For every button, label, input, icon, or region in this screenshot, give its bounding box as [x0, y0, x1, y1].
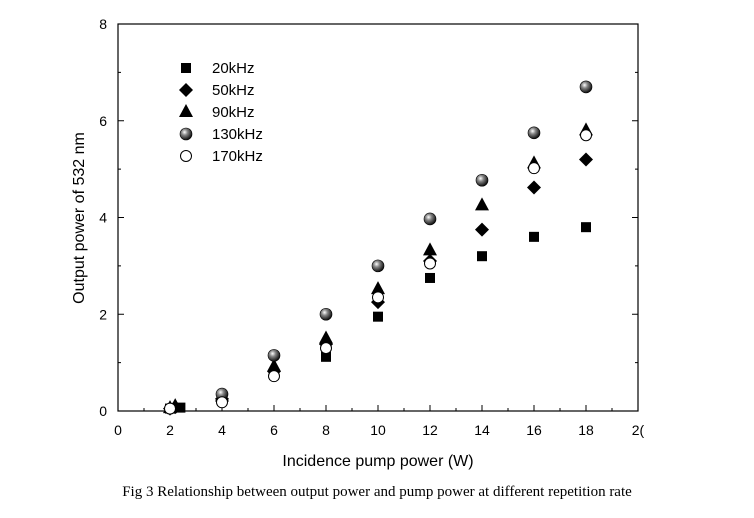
data-point-170kHz [372, 291, 384, 304]
data-point-20kHz [321, 351, 331, 362]
data-point-20kHz [373, 311, 383, 322]
x-tick-label: 12 [422, 422, 438, 438]
x-tick-label: 16 [526, 422, 542, 438]
legend-marker [179, 104, 193, 117]
data-point-90kHz [267, 358, 281, 372]
data-point-170kHz [268, 370, 280, 383]
data-point-20kHz [477, 251, 487, 262]
plot-frame [117, 23, 639, 412]
legend-label: 170kHz [212, 148, 263, 165]
x-tick-label: 6 [270, 422, 278, 438]
x-tick-label: 2( [632, 422, 645, 438]
data-point-20kHz [529, 231, 539, 242]
y-tick-label: 0 [99, 403, 107, 419]
x-tick-label: 2 [166, 422, 174, 438]
x-axis-title: Incidence pump power (W) [282, 453, 473, 470]
legend-label: 50kHz [212, 82, 255, 99]
data-point-130kHz [319, 307, 333, 321]
data-point-50kHz [475, 222, 489, 237]
x-tick-label: 0 [114, 422, 122, 438]
data-point-130kHz [371, 259, 385, 273]
data-point-170kHz [580, 129, 592, 142]
x-tick-label: 4 [218, 422, 226, 438]
data-point-90kHz [423, 242, 437, 256]
data-point-130kHz [267, 349, 281, 362]
data-point-50kHz [579, 152, 593, 167]
figure-caption: Fig 3 Relationship between output power … [122, 484, 632, 500]
data-point-130kHz [475, 173, 489, 187]
data-point-20kHz [581, 222, 591, 233]
x-tick-label: 10 [370, 422, 386, 438]
y-tick-label: 6 [99, 113, 107, 129]
data-point-170kHz [164, 402, 176, 415]
x-tick-label: 18 [578, 422, 594, 438]
legend-marker [179, 83, 193, 97]
y-tick-label: 2 [99, 306, 107, 322]
x-tick-label: 14 [474, 422, 490, 438]
y-tick-label: 8 [99, 16, 107, 32]
data-point-90kHz [371, 281, 385, 295]
data-point-90kHz [319, 330, 333, 344]
legend-marker [180, 150, 192, 162]
data-point-20kHz [425, 272, 435, 283]
legend-marker [181, 63, 191, 73]
data-point-50kHz [527, 180, 541, 195]
data-point-130kHz [423, 212, 437, 226]
x-tick-label: 8 [322, 422, 330, 438]
data-point-90kHz [475, 197, 489, 211]
data-point-170kHz [528, 162, 540, 175]
legend-label: 90kHz [212, 104, 255, 121]
data-point-170kHz [216, 396, 228, 409]
legend-label: 20kHz [212, 60, 255, 77]
data-point-170kHz [320, 342, 332, 355]
data-point-130kHz [527, 126, 541, 140]
legend-label: 130kHz [212, 126, 263, 143]
legend-marker [179, 127, 193, 141]
scatter-chart: 0 2 4 6 8 10 12 14 16 18 2( 0 2 4 6 8 20kHz 50kHz 90kHz 13… [71, 16, 645, 470]
data-point-130kHz [579, 80, 593, 94]
y-axis-title: Output power of 532 nm [71, 132, 88, 304]
data-point-170kHz [424, 257, 436, 270]
y-tick-label: 4 [99, 210, 107, 226]
